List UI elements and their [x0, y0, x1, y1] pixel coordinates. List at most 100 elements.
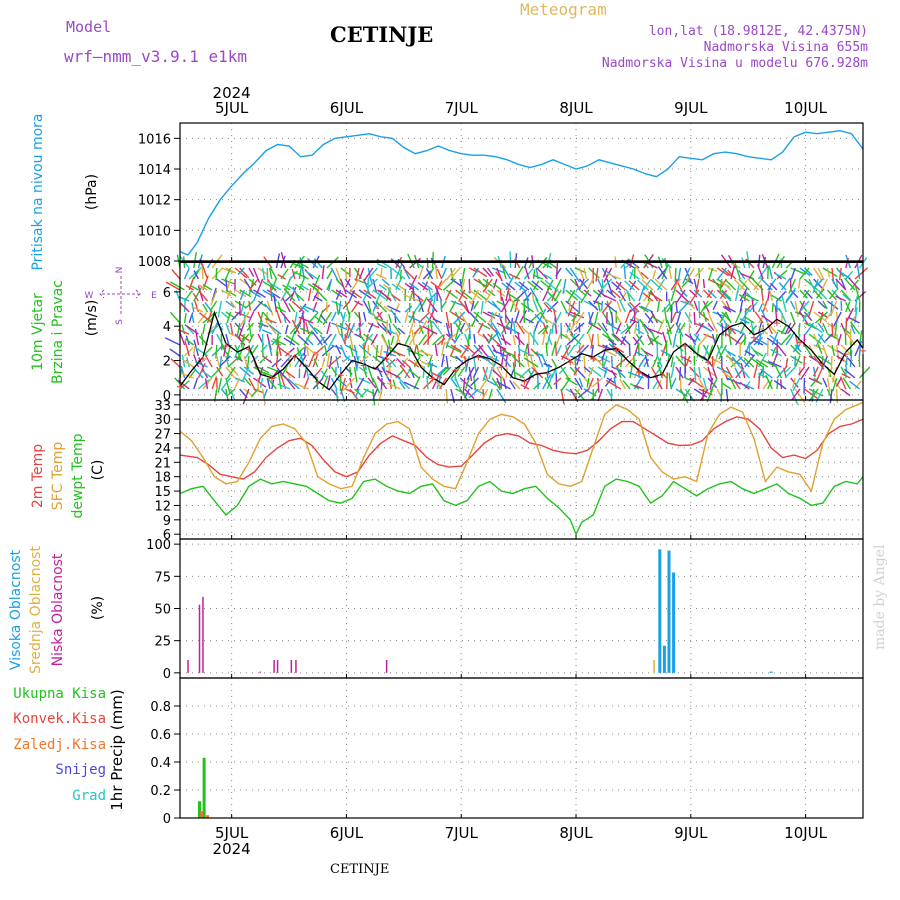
wind-arrow [800, 366, 810, 380]
wind-arrow [574, 278, 580, 290]
cloud-axis-title: Visoka Oblacnost [8, 549, 24, 670]
wind-arrow [253, 289, 266, 298]
wind-arrow [383, 305, 392, 313]
wind-arrow [342, 377, 355, 391]
wind-arrow [410, 290, 424, 302]
wind-arrow [432, 334, 444, 346]
wind-arrow [248, 311, 255, 323]
wind-arrow [567, 289, 576, 303]
wind-arrow [262, 280, 277, 291]
wind-arrow [746, 251, 751, 269]
wind-arrow [477, 322, 484, 334]
wind-arrow [512, 320, 516, 335]
y-tick-label: 0 [163, 812, 171, 827]
wind-arrow [607, 338, 617, 346]
wind-arrow [399, 381, 406, 390]
wind-arrow [216, 366, 224, 377]
wind-arrow [600, 300, 604, 311]
wind-arrow [282, 284, 291, 291]
wind-arrow [270, 340, 282, 346]
wind-arrow [588, 366, 602, 378]
wind-arrow [525, 350, 530, 368]
wind-arrow [844, 368, 856, 379]
wind-arrow [240, 300, 245, 315]
gust-marker [452, 367, 459, 374]
wind-arrow [785, 357, 789, 368]
wind-arrow [266, 289, 281, 299]
date-label-bottom: 5JUL [215, 824, 249, 842]
wind-arrow [436, 280, 443, 291]
wind-arrow [285, 370, 296, 379]
wind-arrow [839, 376, 847, 390]
wind-arrow [464, 300, 470, 314]
date-label-top: 9JUL [674, 99, 708, 117]
wind-arrow [186, 357, 190, 368]
wind-arrow [221, 278, 235, 285]
wind-arrow [703, 333, 714, 339]
wind-arrow [622, 379, 631, 390]
y-tick-label: 12 [154, 499, 171, 514]
wind-arrow [712, 322, 718, 333]
wind-arrow [859, 366, 871, 379]
wind-arrow [833, 311, 842, 327]
wind-arrow [234, 333, 246, 346]
wind-arrow [629, 271, 640, 280]
wind-arrow [633, 323, 638, 335]
wind-arrow [803, 344, 814, 359]
wind-arrow [737, 355, 750, 368]
wind-arrow [776, 269, 788, 280]
wind-arrow [588, 366, 594, 377]
wind-arrow [828, 289, 838, 300]
wind-arrow [804, 388, 818, 400]
wind-arrow [307, 351, 316, 368]
wind-arrow [225, 355, 230, 367]
wind-arrow [830, 300, 838, 315]
wind-arrow [712, 278, 722, 290]
gust-marker [498, 364, 505, 371]
wind-arrow [795, 333, 801, 350]
wind-arrow [303, 305, 319, 313]
wind-arrow [533, 382, 541, 390]
wind-arrow [543, 302, 553, 313]
wind-arrow [367, 267, 378, 280]
y-tick-label: 1016 [138, 132, 171, 147]
wind-arrow [628, 343, 631, 357]
wind-arrow [296, 346, 301, 357]
wind-arrow [379, 344, 383, 356]
wind-arrow [569, 289, 584, 302]
wind-arrow [699, 388, 709, 402]
wind-arrow [670, 356, 674, 368]
y-tick-label: 0 [163, 667, 171, 682]
wind-arrow [183, 267, 190, 280]
wind-arrow [463, 388, 470, 399]
wind-arrow [396, 357, 406, 368]
wind-arrow [493, 278, 498, 289]
wind-arrow [211, 267, 224, 280]
y-tick-label: 9 [163, 514, 171, 529]
wind-arrow [226, 311, 232, 324]
wind-arrow [263, 371, 277, 379]
wind-arrow [798, 366, 806, 376]
wind-arrow [556, 344, 562, 355]
wind-arrow [408, 368, 420, 379]
wind-arrow [359, 388, 369, 398]
precip-legend-4: Snijeg [55, 762, 106, 778]
wind-arrow [601, 344, 608, 361]
wind-arrow [643, 358, 649, 368]
wind-arrow [450, 322, 453, 338]
wind-arrow [491, 322, 502, 337]
wind-arrow [826, 322, 836, 330]
wind-arrow [757, 372, 761, 390]
wind-arrow [403, 267, 415, 280]
wind-arrow [202, 283, 213, 291]
wind-arrow [191, 313, 195, 324]
wind-arrow [676, 289, 686, 303]
wind-arrow [395, 283, 406, 291]
y-tick-label: 0.2 [150, 784, 171, 799]
wind-arrow [335, 322, 341, 336]
wind-arrow [628, 301, 640, 313]
pressure-axis-unit: (hPa) [84, 174, 100, 210]
wind-arrow [770, 348, 782, 357]
wind-arrow [693, 278, 698, 290]
wind-arrow [496, 388, 507, 404]
